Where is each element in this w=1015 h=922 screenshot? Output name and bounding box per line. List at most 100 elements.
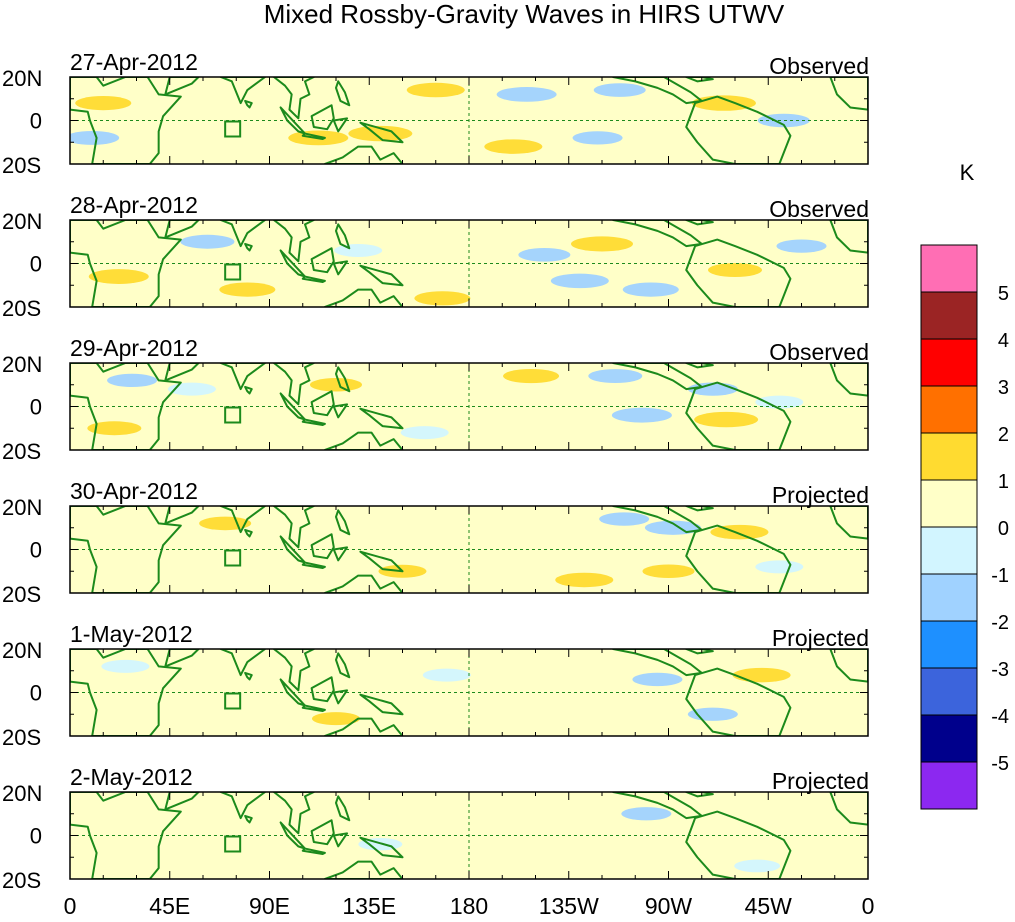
coastline [335,509,351,536]
coastline [244,814,253,824]
y-tick-label: 20N [2,352,42,377]
coastline [219,792,267,820]
x-tick-label: 0 [64,893,77,919]
x-tick-label: 135W [539,893,599,919]
coastline [829,363,868,397]
coastline [310,819,335,846]
coastline [310,390,335,417]
panel-date: 27-Apr-2012 [70,49,198,75]
anomaly-blob [422,668,471,682]
coastline [272,77,315,120]
anomaly-blob [599,512,650,526]
anomaly-blob [406,82,465,98]
coastline [332,260,349,276]
panel-status: Projected [772,625,869,651]
region-box [224,549,242,567]
coastline [70,506,182,593]
region-box [224,692,242,710]
coastline [685,381,792,450]
coastline [323,860,404,879]
y-tick-label: 20S [2,439,41,464]
x-tick-label: 45W [745,893,793,919]
coastline [359,836,404,859]
coastline [685,77,714,83]
x-tick-label: 0 [862,893,875,919]
anomaly-blob [658,838,701,851]
x-tick-label: 45E [149,893,190,919]
coastline [323,574,404,593]
coastline [612,506,703,534]
colorbar-label: 2 [998,424,1009,446]
anomaly-blob [571,236,633,252]
colorbar-swatch [920,385,978,434]
coastline [310,676,335,703]
y-tick-label: 20N [2,638,42,663]
panel-status: Observed [769,196,869,222]
colorbar-swatch [920,620,978,669]
coastline [323,717,404,736]
panel: 20N 0 20S 2-May-2012 Projected [2,764,869,893]
coastline [301,132,326,140]
coastline [219,506,267,534]
y-tick-label: 20N [2,66,42,91]
coastline [164,649,200,668]
panel-date: 29-Apr-2012 [70,335,198,361]
coastline [323,145,404,164]
colorbar-swatch [920,714,978,763]
colorbar-label: 4 [998,330,1009,352]
coastline [335,795,351,822]
anomaly-blob [334,243,383,257]
coastline [272,363,315,406]
coastline [219,363,267,391]
colorbar-swatch [920,667,978,716]
anomaly-blob [572,131,623,145]
anomaly-blob [642,564,695,579]
y-tick-label: 20S [2,153,41,178]
anomaly-blob [116,847,157,859]
coastline [612,77,703,105]
coastline [272,506,315,549]
anomaly-blob [555,572,614,588]
y-tick-label: 0 [30,681,42,706]
coastline [244,385,253,395]
anomaly-blob [734,859,781,873]
anomaly-blob [518,248,571,262]
coastline [335,223,351,250]
colorbar: K 5 4 3 2 1 0 -1 -2 -3 -4 -5 [920,160,1009,810]
anomaly-blob [503,368,560,384]
coastline [279,392,306,421]
anomaly-blob [400,426,449,440]
anomaly-field [101,659,791,726]
panel: 20N 0 20S 29-Apr-2012 Observed [2,335,869,464]
coastline [829,506,868,540]
panel-status: Observed [769,53,869,79]
colorbar-label: -1 [991,565,1009,587]
x-tick-label: 90W [645,893,693,919]
coastline [685,792,714,798]
coastline [335,366,351,393]
colorbar-label: -5 [991,753,1009,775]
panel-status: Projected [772,482,869,508]
coastline [332,117,349,133]
anomaly-blob [588,369,643,383]
coastline [829,792,868,826]
anomaly-blob [219,282,276,297]
y-tick-label: 0 [30,109,42,134]
panel-status: Projected [772,768,869,794]
y-tick-label: 0 [30,395,42,420]
coastline [685,667,792,736]
anomaly-blob [776,239,827,253]
anomaly-blob [708,263,762,277]
coastlines [70,649,868,736]
coastline [685,238,792,307]
coastline [685,506,714,512]
coastline [612,649,703,677]
panel-date: 30-Apr-2012 [70,478,198,504]
anomaly-blob [593,83,646,97]
coastline [244,671,253,681]
anomaly-blob [107,373,158,388]
coastlines [70,506,868,593]
anomaly-blob [101,659,150,673]
anomaly-blob [611,407,672,423]
